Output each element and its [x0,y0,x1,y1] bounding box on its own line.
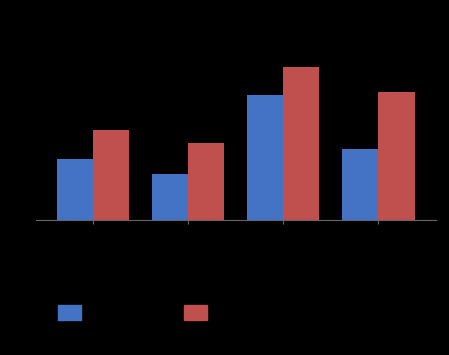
Bar [93,130,129,220]
Bar [283,67,319,220]
Bar [247,95,283,220]
Bar [379,92,414,220]
Bar [57,159,93,220]
Bar [342,149,379,220]
Bar [152,174,188,220]
Bar [188,143,224,220]
